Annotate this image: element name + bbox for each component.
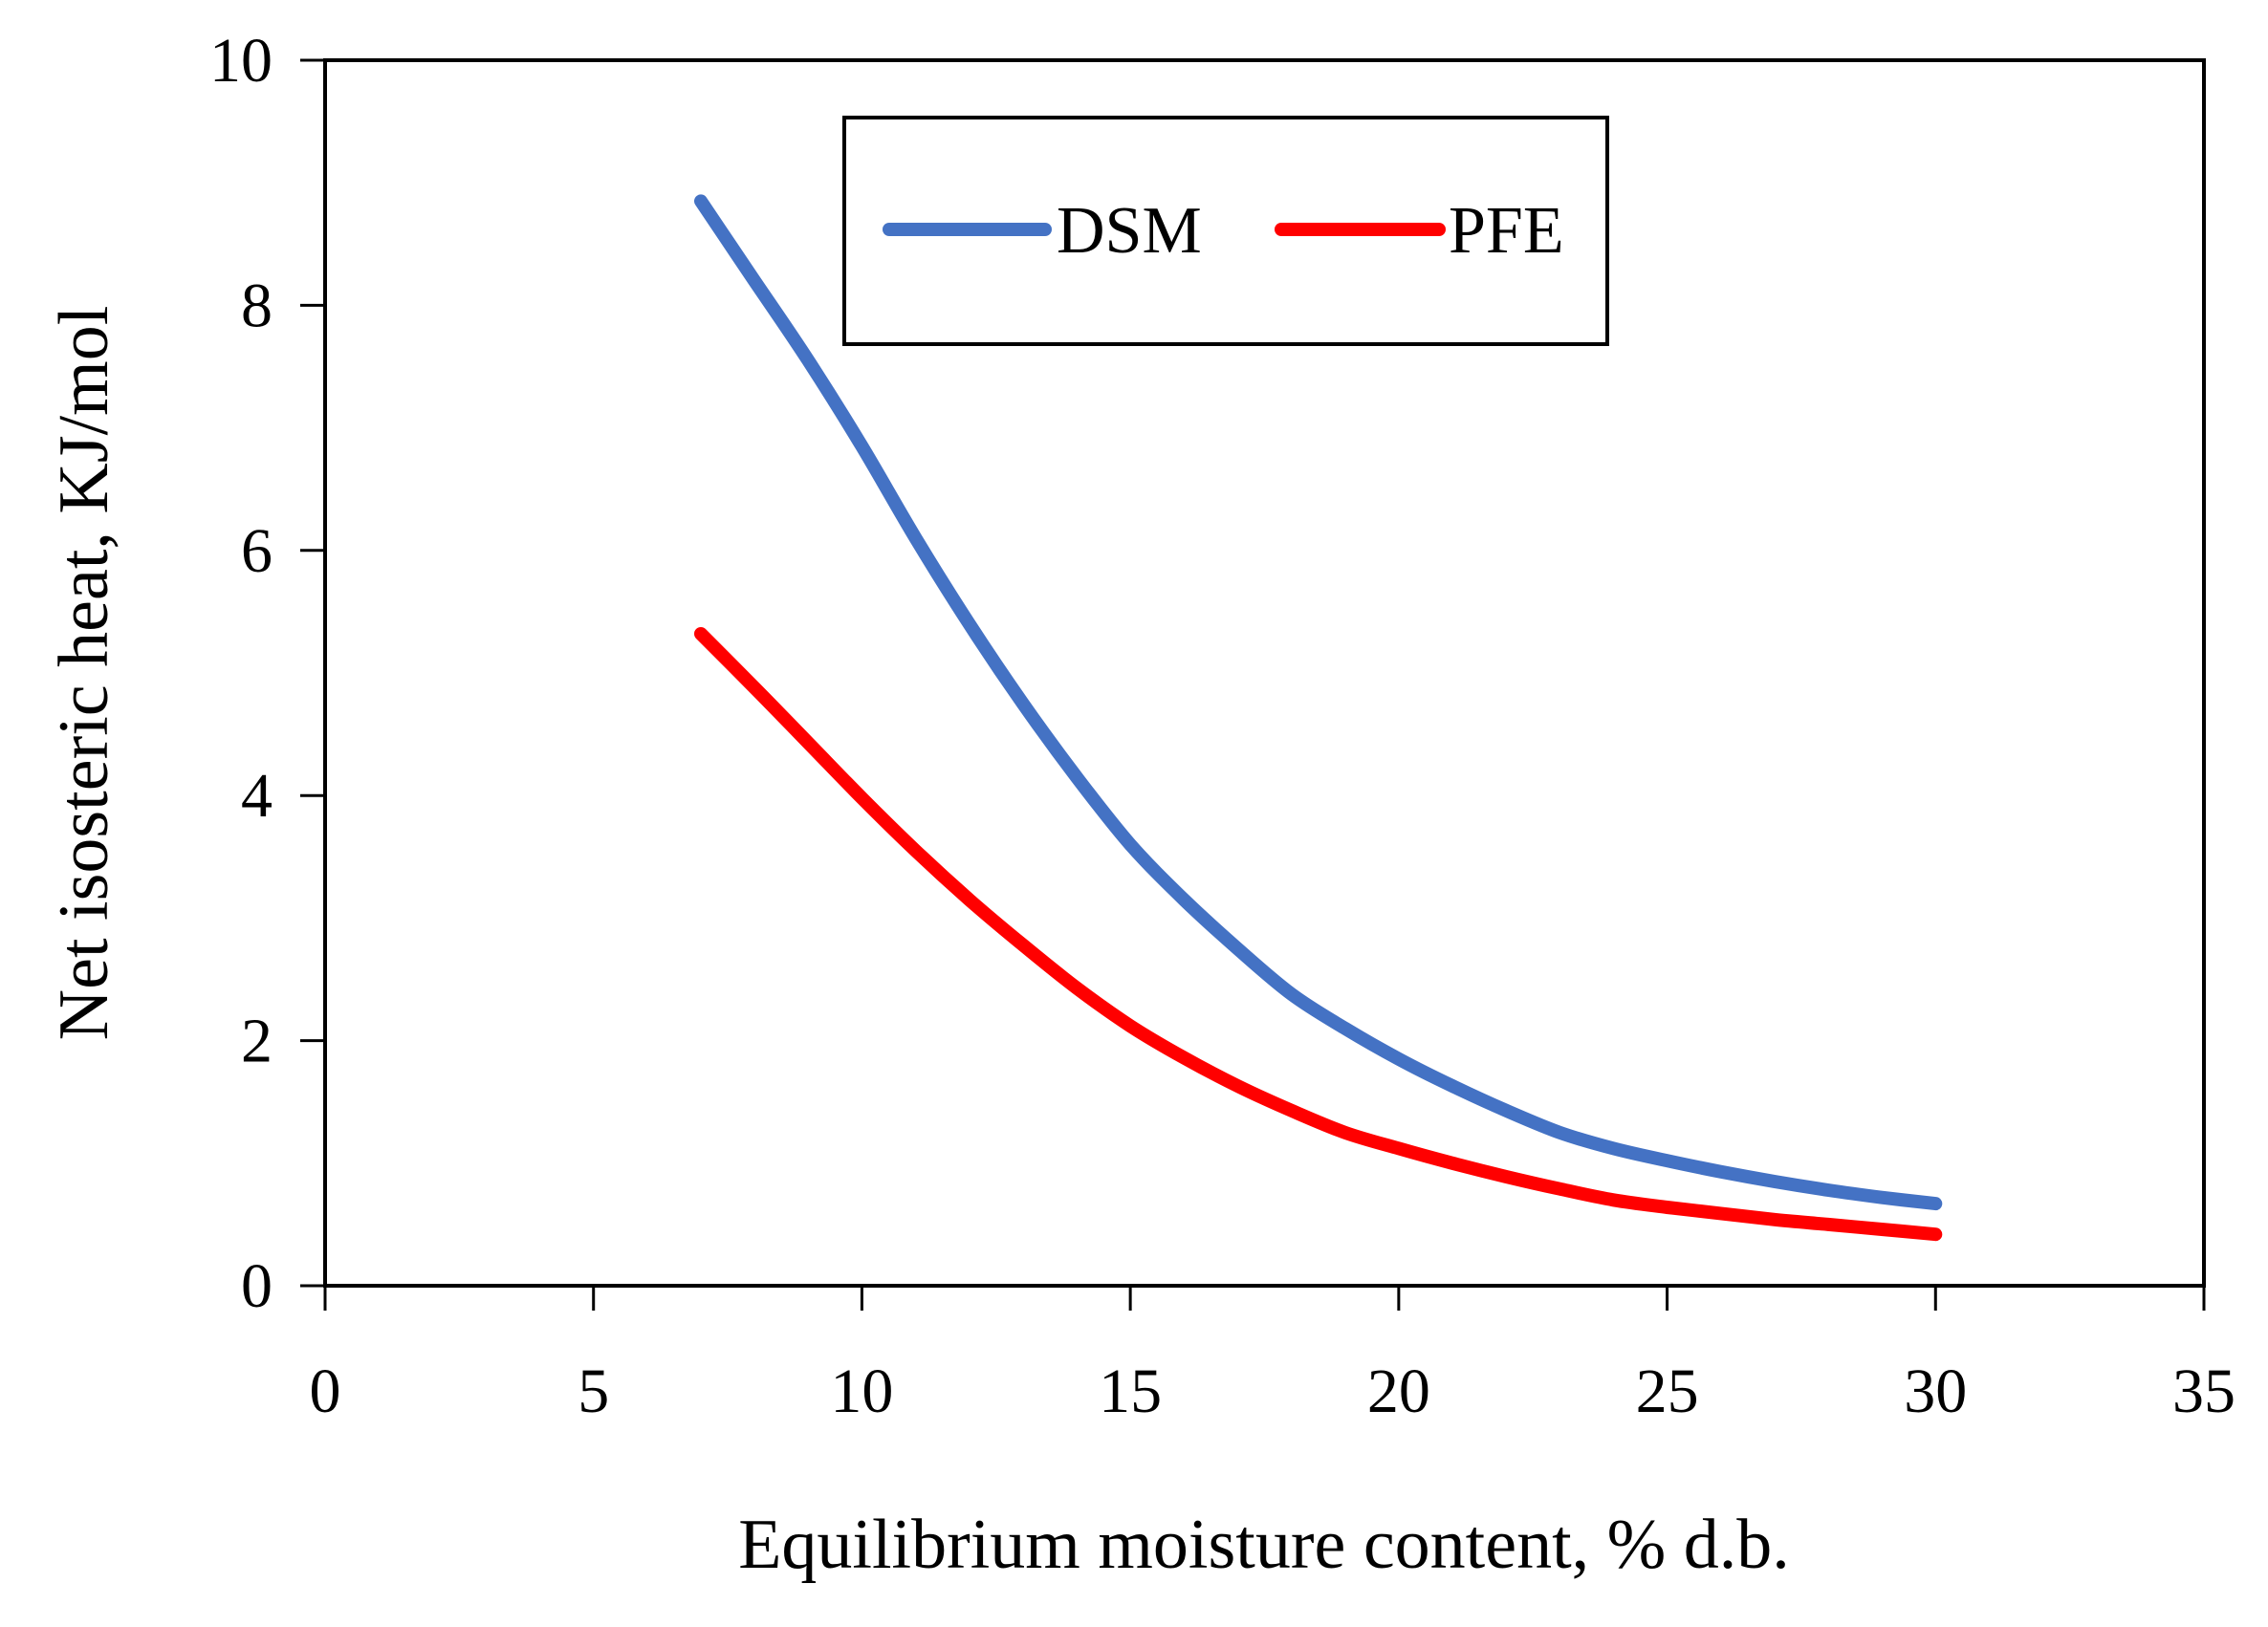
y-tick-label: 10	[209, 26, 273, 96]
x-tick-label: 15	[1099, 1356, 1162, 1426]
x-tick-label: 10	[830, 1356, 893, 1426]
x-tick-label: 0	[310, 1356, 341, 1426]
legend: DSM PFE	[842, 116, 1609, 346]
y-tick-label: 2	[241, 1007, 273, 1076]
y-axis-title: Net isosteric heat, KJ/mol	[45, 306, 123, 1041]
x-axis-title: Equilibrium moisture content, % d.b.	[738, 1506, 1790, 1584]
y-tick-label: 6	[241, 516, 273, 586]
x-tick-label: 30	[1904, 1356, 1967, 1426]
x-tick-label: 35	[2172, 1356, 2235, 1426]
series-line-dsm	[694, 194, 1943, 1211]
y-tick-label: 4	[241, 761, 273, 831]
y-axis-ticks: 0 2 4 6 8 10	[209, 26, 325, 1321]
x-axis-ticks: 0 5 10 15 20 25 30 35	[310, 1286, 2235, 1426]
x-tick-label: 5	[578, 1356, 609, 1426]
series-lines	[694, 194, 1943, 1242]
x-tick-label: 25	[1636, 1356, 1699, 1426]
y-tick-label: 0	[241, 1251, 273, 1321]
legend-label-pfe: PFE	[1449, 194, 1564, 268]
legend-label-dsm: DSM	[1057, 194, 1202, 268]
y-tick-label: 8	[241, 271, 273, 340]
x-tick-label: 20	[1367, 1356, 1430, 1426]
series-line-pfe	[694, 627, 1943, 1242]
